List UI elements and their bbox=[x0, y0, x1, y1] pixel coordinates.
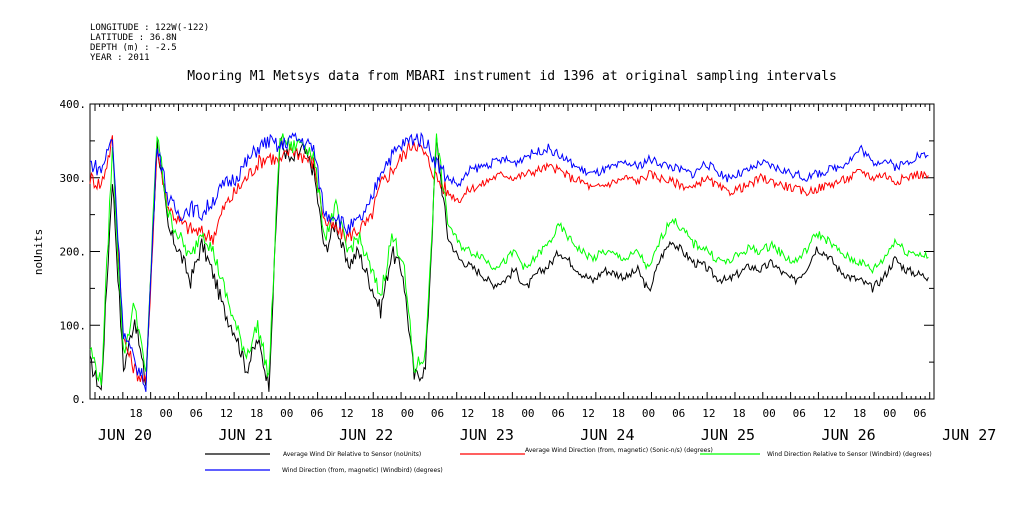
legend-entry: Average Wind Direction (from, magnetic) … bbox=[525, 447, 713, 454]
x-tick-label: 18 bbox=[612, 407, 625, 420]
x-tick-label: 00 bbox=[883, 407, 896, 420]
x-tick-label: 00 bbox=[160, 407, 173, 420]
x-tick-label: 18 bbox=[491, 407, 504, 420]
x-date-label: JUN 22 bbox=[339, 426, 393, 444]
series-line-2 bbox=[89, 135, 929, 384]
series-layer bbox=[89, 131, 929, 393]
y-tick-label: 300. bbox=[60, 172, 87, 185]
header-latitude: LATITUDE : 36.8N bbox=[90, 33, 177, 43]
y-tick-label: 200. bbox=[60, 246, 87, 259]
tick-labels: 0. 100. 200. 300. 400. 18 00 06 12 18 00 06 12 18 00 06… bbox=[60, 98, 997, 444]
x-tick-label: 00 bbox=[642, 407, 655, 420]
x-tick-label: 06 bbox=[431, 407, 444, 420]
x-tick-label: 06 bbox=[190, 407, 203, 420]
series-line-3 bbox=[89, 133, 929, 386]
x-tick-label: 18 bbox=[250, 407, 263, 420]
y-axis-label: noUnits bbox=[32, 229, 45, 275]
legend: Average Wind Dir Relative to Sensor (noU… bbox=[205, 447, 932, 474]
y-tick-label: 100. bbox=[60, 319, 87, 332]
x-tick-label: 12 bbox=[340, 407, 353, 420]
x-date-label: JUN 25 bbox=[701, 426, 755, 444]
x-tick-label: 12 bbox=[702, 407, 715, 420]
x-date-label: JUN 21 bbox=[219, 426, 273, 444]
header-year: YEAR : 2011 bbox=[90, 53, 150, 63]
legend-entry: Wind Direction (from, magnetic) (Windbir… bbox=[282, 467, 443, 474]
series-line-1 bbox=[89, 136, 929, 392]
x-tick-label: 00 bbox=[763, 407, 776, 420]
x-date-label: JUN 26 bbox=[822, 426, 876, 444]
legend-entry: Wind Direction Relative to Sensor (Windb… bbox=[767, 451, 932, 458]
x-date-label: JUN 20 bbox=[98, 426, 152, 444]
x-tick-label: 12 bbox=[582, 407, 595, 420]
chart-title: Mooring M1 Metsys data from MBARI instru… bbox=[187, 69, 837, 84]
x-date-label: JUN 23 bbox=[460, 426, 514, 444]
x-date-label: JUN 24 bbox=[580, 426, 634, 444]
x-tick-label: 00 bbox=[521, 407, 534, 420]
x-date-label: JUN 27 bbox=[942, 426, 996, 444]
y-tick-label: 400. bbox=[60, 98, 87, 111]
x-tick-label: 00 bbox=[401, 407, 414, 420]
x-tick-label: 18 bbox=[129, 407, 142, 420]
x-tick-label: 12 bbox=[461, 407, 474, 420]
x-tick-label: 12 bbox=[220, 407, 233, 420]
legend-entry: Average Wind Dir Relative to Sensor (noU… bbox=[283, 451, 421, 458]
series-line-4 bbox=[89, 131, 929, 393]
x-tick-label: 12 bbox=[823, 407, 836, 420]
y-tick-label: 0. bbox=[73, 393, 86, 406]
x-tick-label: 06 bbox=[793, 407, 806, 420]
x-tick-label: 06 bbox=[310, 407, 323, 420]
header-longitude: LONGITUDE : 122W(-122) bbox=[90, 23, 209, 33]
x-tick-label: 06 bbox=[551, 407, 564, 420]
x-tick-label: 00 bbox=[280, 407, 293, 420]
x-tick-label: 06 bbox=[672, 407, 685, 420]
x-tick-label: 06 bbox=[913, 407, 926, 420]
x-tick-label: 18 bbox=[853, 407, 866, 420]
axis-ticks bbox=[90, 103, 934, 400]
header-depth: DEPTH (m) : -2.5 bbox=[90, 43, 177, 53]
x-tick-label: 18 bbox=[371, 407, 384, 420]
x-tick-label: 18 bbox=[732, 407, 745, 420]
